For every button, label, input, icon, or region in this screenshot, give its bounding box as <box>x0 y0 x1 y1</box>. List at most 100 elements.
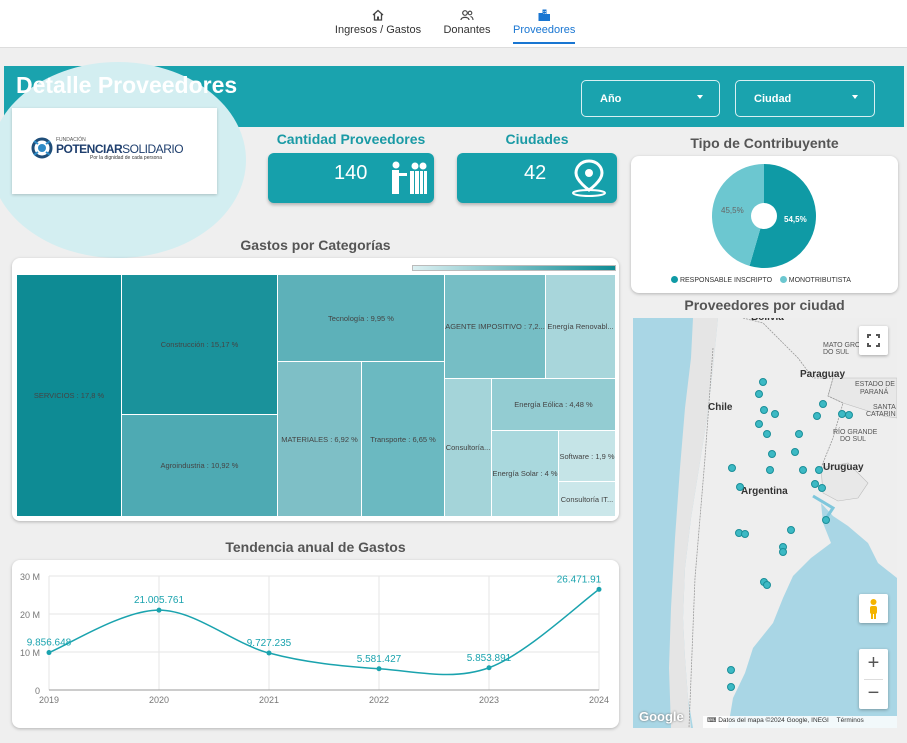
foundation-logo: FUNDACIÓN POTENCIARSOLIDARIO Por la dign… <box>12 108 217 194</box>
nav-tab-ingresos-gastos[interactable]: Ingresos / Gastos <box>334 8 422 36</box>
city-filter-label: Ciudad <box>754 93 792 105</box>
map-pin[interactable] <box>741 530 749 538</box>
building-icon <box>538 9 550 21</box>
page-title: Detalle Proveedores <box>16 72 238 98</box>
treemap-cell[interactable]: Energía Solar : 4 % <box>491 430 559 517</box>
treemap-cell[interactable]: Tecnología : 9,95 % <box>277 274 445 362</box>
cities-count: 42 <box>524 162 547 184</box>
treemap-cell[interactable]: Energía Eólica : 4,48 % <box>491 378 616 431</box>
logo-mark-icon <box>31 137 53 159</box>
street-view-button[interactable] <box>859 594 888 623</box>
treemap-cell-label: MATERIALES : 6,92 % <box>281 434 358 444</box>
map-title: Proveedores por ciudad <box>684 297 845 313</box>
treemap-cell[interactable]: Software : 1,9 % <box>558 430 616 482</box>
zoom-out-button[interactable]: − <box>867 682 880 704</box>
map-pin[interactable] <box>768 450 776 458</box>
year-filter-select[interactable]: Año <box>581 80 720 117</box>
map-pin[interactable] <box>755 390 763 398</box>
providers-kpi-card: 140 <box>268 153 434 203</box>
providers-map[interactable]: Bolivia MATO GRO DO SUL Paraguay ESTADO … <box>633 318 897 728</box>
data-point[interactable] <box>596 586 602 592</box>
map-pin[interactable] <box>799 466 807 474</box>
fullscreen-icon <box>867 334 880 347</box>
pie-slice[interactable] <box>749 164 816 268</box>
treemap-cell[interactable]: Consultoría... <box>444 378 492 517</box>
map-pin[interactable] <box>815 466 823 474</box>
map-label: MATO GRO <box>823 342 861 349</box>
map-pin[interactable] <box>791 448 799 456</box>
map-pin[interactable] <box>845 411 853 419</box>
map-pin[interactable] <box>822 516 830 524</box>
zoom-in-button[interactable]: + <box>867 652 880 674</box>
treemap-cell[interactable]: Construcción : 15,17 % <box>121 274 278 415</box>
map-pin[interactable] <box>779 548 787 556</box>
map-pin[interactable] <box>763 430 771 438</box>
x-tick-label: 2023 <box>479 695 499 705</box>
treemap-cell-label: Consultoría IT... <box>560 494 614 504</box>
nav-tab-donantes[interactable]: Donantes <box>441 8 493 36</box>
trend-title: Tendencia anual de Gastos <box>225 539 406 555</box>
x-tick-label: 2022 <box>369 695 389 705</box>
map-pin[interactable] <box>766 466 774 474</box>
map-pin[interactable] <box>818 484 826 492</box>
treemap-title: Gastos por Categorías <box>240 237 391 253</box>
treemap-cell[interactable]: SERVICIOS : 17,8 % <box>16 274 122 517</box>
logo-tagline: Por la dignidad de cada persona <box>90 155 162 161</box>
treemap-cell[interactable]: Energía Renovabl... <box>545 274 616 379</box>
map-pin[interactable] <box>813 412 821 420</box>
data-label: 5.853.891 <box>467 653 512 664</box>
trend-card: 30 M 20 M 10 M 0 9.856.648 2019 21.005.761… <box>12 560 619 728</box>
x-tick-label: 2021 <box>259 695 279 705</box>
data-point[interactable] <box>46 650 52 656</box>
treemap-cell-label: Software : 1,9 % <box>559 451 615 461</box>
map-label: SANTA <box>873 404 896 411</box>
treemap-cell[interactable]: AGENTE IMPOSITIVO : 7,2... <box>444 274 546 379</box>
map-pin[interactable] <box>787 526 795 534</box>
data-point[interactable] <box>266 650 272 656</box>
map-pin[interactable] <box>819 400 827 408</box>
x-tick-label: 2019 <box>39 695 59 705</box>
treemap-cell[interactable]: Agroindustria : 10,92 % <box>121 414 278 517</box>
treemap-cell[interactable]: Transporte : 6,65 % <box>361 361 445 517</box>
contributor-pie-chart <box>711 164 816 268</box>
map-label: Uruguay <box>823 462 864 473</box>
map-pin[interactable] <box>763 581 771 589</box>
nav-tab-label: Proveedores <box>513 24 576 36</box>
treemap-cell-label: AGENTE IMPOSITIVO : 7,2... <box>445 322 545 331</box>
map-pin[interactable] <box>759 378 767 386</box>
map-pin[interactable] <box>727 666 735 674</box>
nav-tab-proveedores[interactable]: Proveedores <box>513 8 576 44</box>
map-label: DO SUL <box>840 436 867 443</box>
city-filter-select[interactable]: Ciudad <box>735 80 875 117</box>
google-logo: Google <box>639 709 684 724</box>
pie-legend: RESPONSABLE INSCRIPTO MONOTRIBUTISTA <box>671 276 851 284</box>
contributor-type-title: Tipo de Contribuyente <box>690 135 839 151</box>
data-point[interactable] <box>486 665 492 671</box>
x-tick-label: 2024 <box>589 695 609 705</box>
fullscreen-button[interactable] <box>859 326 888 355</box>
pie-slice[interactable] <box>711 164 764 266</box>
map-pin[interactable] <box>736 483 744 491</box>
logo-name-b: SOLIDARIO <box>122 142 184 156</box>
data-point[interactable] <box>376 666 382 672</box>
top-navigation: Ingresos / Gastos Donantes Proveedores <box>0 0 907 48</box>
map-label: DO SUL <box>823 349 850 356</box>
map-pin[interactable] <box>755 420 763 428</box>
chevron-down-icon <box>697 95 703 99</box>
map-pin[interactable] <box>727 683 735 691</box>
contributor-type-card: 45,5% 54,5% RESPONSABLE INSCRIPTO MONOTR… <box>631 156 898 293</box>
map-pin[interactable] <box>760 406 768 414</box>
map-pin[interactable] <box>795 430 803 438</box>
providers-count: 140 <box>334 162 368 184</box>
map-pin[interactable] <box>728 464 736 472</box>
treemap-cell[interactable]: Consultoría IT... <box>558 481 616 517</box>
nav-tab-label: Donantes <box>443 24 491 36</box>
trend-line-chart: 30 M 20 M 10 M 0 9.856.648 2019 21.005.761… <box>20 572 609 705</box>
data-point[interactable] <box>156 607 162 613</box>
treemap-cell-label: Energía Eólica : 4,48 % <box>514 400 593 409</box>
map-label: Bolivia <box>751 318 784 323</box>
terms-link[interactable]: Términos <box>836 717 864 724</box>
map-pin[interactable] <box>771 410 779 418</box>
nav-tab-label: Ingresos / Gastos <box>334 24 422 36</box>
treemap-cell[interactable]: MATERIALES : 6,92 % <box>277 361 362 517</box>
